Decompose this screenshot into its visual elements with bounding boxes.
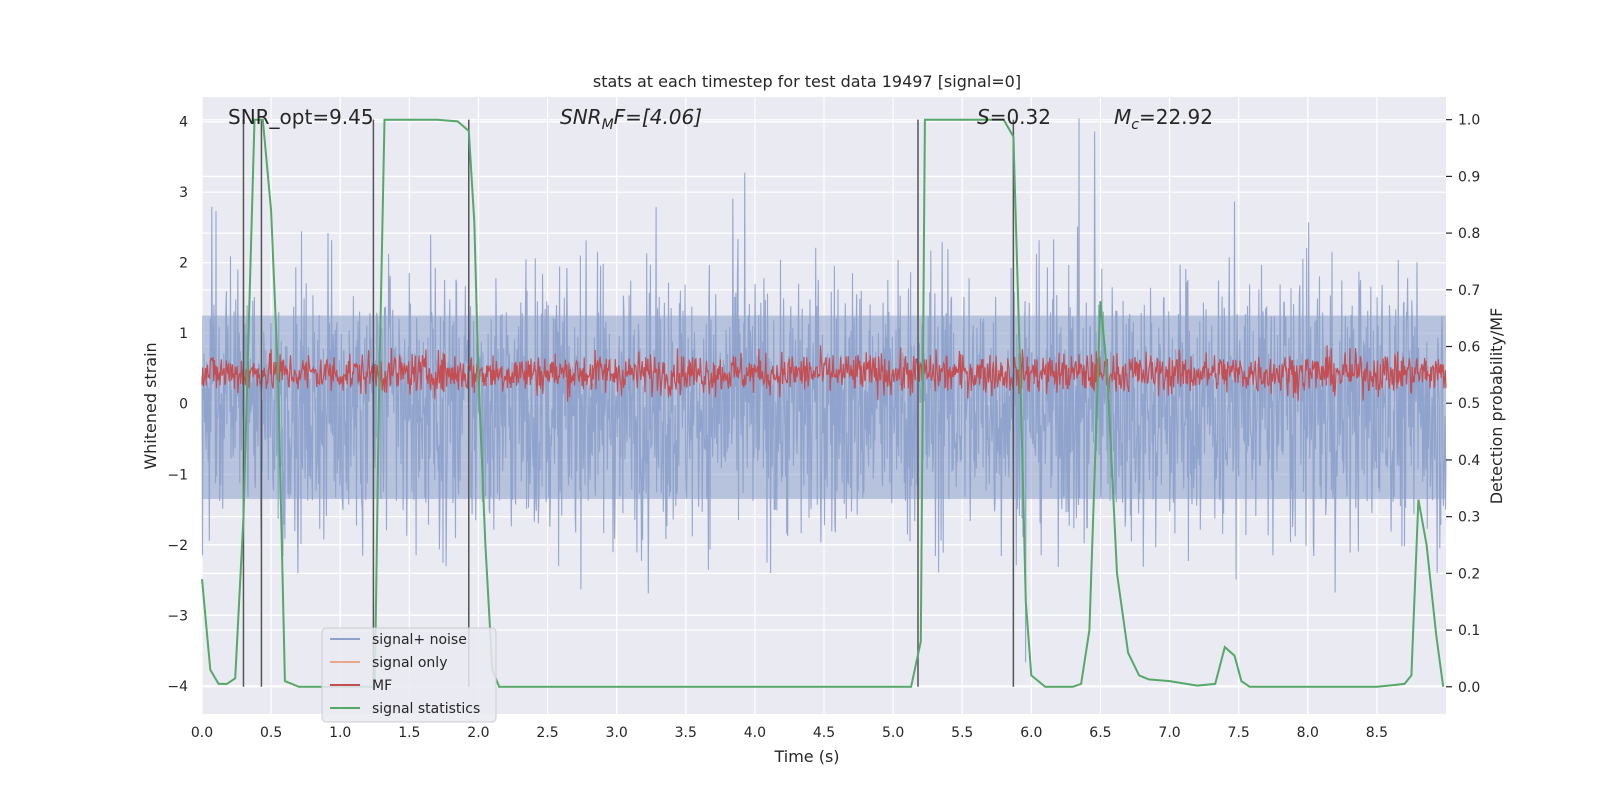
legend-label: signal only (372, 655, 447, 671)
x-tick-label: 8.0 (1297, 725, 1319, 741)
y2-tick-label: 0.0 (1458, 680, 1480, 696)
x-tick-label: 7.5 (1228, 725, 1250, 741)
annotation-s: S=0.32 (977, 105, 1051, 129)
y-tick-label: −1 (167, 467, 188, 483)
x-tick-label: 4.5 (813, 725, 835, 741)
x-axis-ticks: 0.0 0.5 1.0 1.5 2.0 2.5 3.0 3.5 4.0 4.5 5.0 5.5 6.0 6… (191, 725, 1388, 741)
x-tick-label: 4.0 (744, 725, 766, 741)
x-tick-label: 5.5 (951, 725, 973, 741)
annotation-s-main: S (977, 105, 990, 129)
x-axis-label: Time (s) (773, 747, 839, 766)
x-tick-label: 1.5 (398, 725, 420, 741)
y-axis-ticks: 4 3 2 1 0 −1 −2 −3 −4 (167, 115, 188, 695)
x-tick-label: 6.5 (1089, 725, 1111, 741)
y2-tick-label: 0.7 (1458, 283, 1480, 299)
annotation-snr-mf-rest: F=[4.06] (614, 105, 702, 129)
y2-tick-label: 0.4 (1458, 453, 1480, 469)
annotation-mc: Mc=22.92 (1114, 105, 1213, 133)
annotation-snr-opt: SNR_opt=9.45 (228, 105, 374, 129)
y2-axis-label: Detection probability/MF (1487, 308, 1506, 505)
y-tick-label: −4 (167, 679, 188, 695)
annotation-snr-mf-sub: M (602, 117, 614, 133)
y2-tick-label: 0.1 (1458, 623, 1480, 639)
annotation-snr-mf-main: SNR (560, 105, 602, 129)
x-tick-label: 7.0 (1158, 725, 1180, 741)
series-signal-noise (201, 118, 1447, 663)
y-tick-label: −3 (167, 608, 188, 624)
y2-tick-label: 0.6 (1458, 340, 1480, 356)
x-tick-label: 6.0 (1020, 725, 1042, 741)
legend-label: signal+ noise (372, 632, 467, 648)
detection-vertical-lines (242, 119, 1015, 687)
y-tick-label: −2 (167, 538, 188, 554)
y2-axis-ticks: 1.0 0.9 0.8 0.7 0.6 0.5 0.4 0.3 0.2 0.1 0.0 (1446, 113, 1480, 696)
y2-tick-label: 0.9 (1458, 169, 1480, 185)
y-tick-label: 1 (179, 326, 188, 342)
y-tick-label: 4 (179, 115, 188, 131)
legend: signal+ noise signal only MF signal statist… (321, 627, 497, 723)
legend-label: signal statistics (372, 701, 480, 717)
annotation-s-rest: =0.32 (990, 105, 1051, 129)
signal-statistics-line (201, 118, 1445, 688)
series-mf (201, 345, 1447, 402)
annotation-mc-main: M (1114, 105, 1131, 129)
y-tick-label: 2 (179, 256, 188, 272)
annotation-mc-sub: c (1131, 117, 1139, 133)
y2-tick-label: 0.2 (1458, 566, 1480, 582)
x-tick-label: 8.5 (1366, 725, 1388, 741)
x-tick-label: 1.0 (329, 725, 351, 741)
y2-tick-label: 1.0 (1458, 113, 1480, 129)
series-signal-statistics (201, 118, 1445, 688)
y-tick-label: 0 (179, 397, 188, 413)
y-tick-label: 3 (179, 185, 188, 201)
annotation-mc-rest: =22.92 (1139, 105, 1213, 129)
chart-title: stats at each timestep for test data 194… (593, 72, 1021, 91)
x-tick-label: 2.5 (536, 725, 558, 741)
legend-label: MF (372, 678, 392, 694)
y-axis-label: Whitened strain (141, 342, 160, 469)
y2-tick-label: 0.8 (1458, 226, 1480, 242)
x-tick-label: 3.5 (675, 725, 697, 741)
legend-frame (321, 627, 497, 723)
y2-tick-label: 0.5 (1458, 396, 1480, 412)
signal-noise-core (202, 315, 1446, 499)
x-tick-label: 0.5 (260, 725, 282, 741)
x-tick-label: 5.0 (882, 725, 904, 741)
x-tick-label: 2.0 (467, 725, 489, 741)
mf-line (201, 345, 1447, 402)
annotation-snr-mf: SNRMF=[4.06] (560, 105, 702, 133)
x-tick-label: 0.0 (191, 725, 213, 741)
y2-tick-label: 0.3 (1458, 510, 1480, 526)
x-tick-label: 3.0 (606, 725, 628, 741)
